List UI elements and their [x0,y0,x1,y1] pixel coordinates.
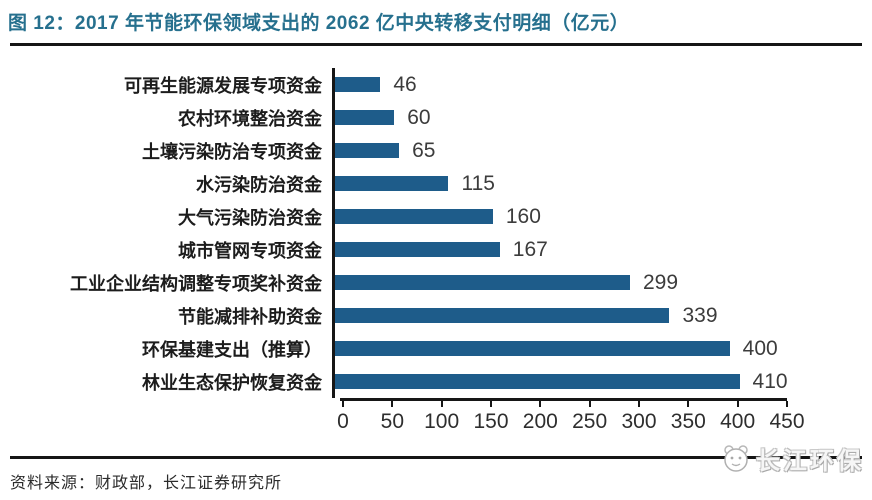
category-label: 大气污染防治资金 [178,207,322,228]
x-axis-tick [342,401,344,407]
bar-row: 环保基建支出（推算） 400 [8,332,872,365]
value-label: 410 [752,369,788,393]
bar-row: 林业生态保护恢复资金 410 [8,365,872,398]
x-axis-tick-label: 250 [572,410,608,433]
x-axis-tick [440,401,443,407]
value-label: 299 [643,270,679,294]
plot-cell: 299 [332,266,779,299]
bar [335,110,395,125]
x-axis-tick-label: 300 [621,410,657,433]
brand-watermark: 长江环保 [719,441,864,476]
x-axis-tick-label: 350 [670,410,706,433]
x-axis-tick-label: 450 [769,410,805,433]
bar [335,77,381,92]
plot-cell: 410 [332,365,788,398]
bar [335,308,670,323]
plot-cell: 115 [332,167,779,200]
x-axis-tick-label: 150 [473,410,509,433]
category-label: 农村环境整治资金 [178,108,322,129]
value-label: 167 [512,237,548,261]
plot-cell: 46 [332,68,779,101]
brand-watermark-text: 长江环保 [756,448,864,475]
category-label: 城市管网专项资金 [178,240,322,261]
x-axis-tick-label: 200 [522,410,558,433]
bar-row: 节能减排补助资金 339 [8,299,872,332]
bar-row: 大气污染防治资金 160 [8,200,872,233]
value-label: 46 [393,72,417,96]
category-label: 节能减排补助资金 [178,306,322,327]
x-axis-tick [539,401,542,407]
figure-title: 图 12：2017 年节能环保领域支出的 2062 亿中央转移支付明细（亿元） [8,13,630,34]
bar-row: 城市管网专项资金 167 [8,233,872,266]
bar-rows: 可再生能源发展专项资金 46 农村环境整治资金 60 土壤污染防治专项资金 65 水污染防治… [8,68,872,398]
category-label: 土壤污染防治专项资金 [142,141,322,162]
plot-cell: 60 [332,101,779,134]
x-axis-tick [687,401,690,407]
x-axis-tick [391,401,394,407]
x-axis-tick-label: 400 [720,410,756,433]
plot-cell: 339 [332,299,779,332]
x-axis-tick [490,401,492,407]
bar [335,374,740,389]
x-axis-tick-label: 0 [337,410,349,433]
x-axis: 0 50 100 150 200 250 300 350 400 450 [337,398,805,436]
title-divider [10,43,862,46]
x-axis-tick [638,401,640,407]
plot-cell: 160 [332,200,779,233]
bar-row: 可再生能源发展专项资金 46 [8,68,872,101]
bar-row: 工业企业结构调整专项奖补资金 299 [8,266,872,299]
category-label: 环保基建支出（推算） [142,339,322,360]
bar [335,341,730,356]
plot-cell: 167 [332,233,779,266]
bar [335,209,493,224]
bar [335,275,630,290]
bar [335,242,500,257]
plot-cell: 400 [332,332,779,365]
value-label: 400 [742,336,778,360]
category-label: 水污染防治资金 [196,174,322,195]
category-label: 林业生态保护恢复资金 [142,372,322,393]
panda-face-icon [724,444,748,472]
value-label: 339 [682,303,718,327]
x-axis-tick [786,401,788,407]
bar-chart: 可再生能源发展专项资金 46 农村环境整治资金 60 土壤污染防治专项资金 65 水污染防治… [8,68,872,436]
bar [335,143,400,158]
x-axis-tick-label: 50 [380,410,405,433]
value-label: 115 [461,171,495,195]
category-label: 可再生能源发展专项资金 [124,75,322,96]
category-label: 工业企业结构调整专项奖补资金 [70,273,322,294]
x-axis-tick [736,401,739,407]
bar [335,176,449,191]
bar-row: 农村环境整治资金 60 [8,101,872,134]
bar-row: 水污染防治资金 115 [8,167,872,200]
bar-row: 土壤污染防治专项资金 65 [8,134,872,167]
plot-cell: 65 [332,134,779,167]
value-label: 60 [407,105,431,129]
x-axis-tick-label: 100 [424,410,460,433]
source-note: 资料来源：财政部，长江证券研究所 [10,475,283,492]
value-label: 65 [412,138,436,162]
value-label: 160 [505,204,541,228]
footer-divider [10,456,862,459]
x-axis-tick [588,401,591,407]
